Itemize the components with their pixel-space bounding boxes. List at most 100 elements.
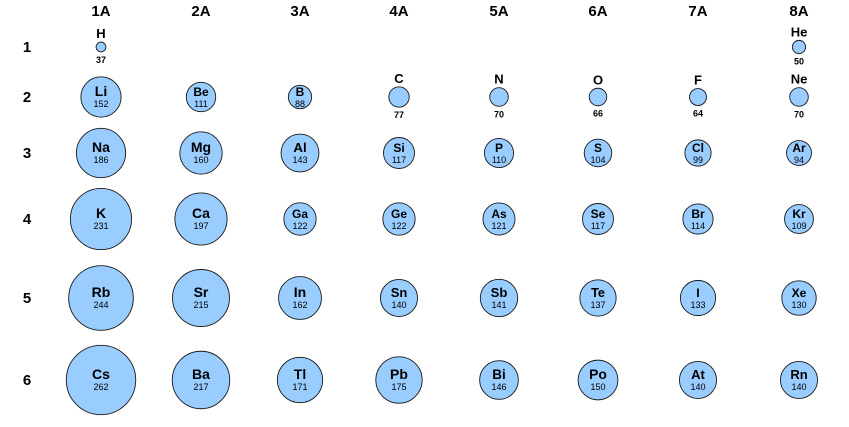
element-pb-symbol: Pb bbox=[390, 366, 408, 382]
element-ga-symbol: Ga bbox=[292, 207, 308, 221]
element-kr-radius: 109 bbox=[791, 221, 806, 231]
element-in-circle bbox=[278, 276, 322, 320]
period-label-1: 1 bbox=[23, 39, 31, 56]
element-i-symbol: I bbox=[696, 286, 699, 300]
element-h: H 37 bbox=[95, 26, 107, 65]
element-se-radius: 117 bbox=[591, 221, 605, 231]
element-rn-circle bbox=[780, 361, 819, 400]
element-si-circle bbox=[383, 137, 415, 169]
element-n-circle bbox=[489, 87, 509, 107]
period-label-2: 2 bbox=[23, 89, 31, 106]
element-rn-radius: 140 bbox=[791, 382, 806, 392]
element-cs-symbol: Cs bbox=[92, 366, 110, 382]
element-sb-radius: 141 bbox=[491, 300, 506, 310]
element-ga-radius: 122 bbox=[292, 221, 307, 231]
element-as-symbol: As bbox=[491, 207, 507, 221]
group-header-2a: 2A bbox=[191, 3, 210, 20]
group-header-3a: 3A bbox=[290, 3, 309, 20]
element-ge-symbol: Ge bbox=[391, 207, 407, 221]
element-rn-symbol: Rn bbox=[790, 367, 807, 382]
element-k-radius: 231 bbox=[93, 221, 108, 231]
element-sr-circle bbox=[172, 269, 230, 327]
group-header-5a: 5A bbox=[489, 3, 508, 20]
element-b-symbol: B bbox=[296, 85, 305, 99]
element-ar-radius: 94 bbox=[794, 155, 804, 165]
element-sn-circle bbox=[380, 279, 419, 318]
element-ca-circle bbox=[174, 192, 228, 246]
element-f: F 64 bbox=[689, 73, 707, 119]
element-mg-symbol: Mg bbox=[191, 139, 211, 155]
element-po-circle bbox=[577, 359, 619, 401]
element-be-circle bbox=[185, 81, 217, 113]
element-n: N 70 bbox=[489, 72, 509, 119]
element-s-radius: 104 bbox=[590, 155, 605, 165]
element-ne: Ne 70 bbox=[789, 72, 809, 119]
element-se-circle bbox=[582, 203, 614, 235]
element-c-symbol: C bbox=[394, 71, 404, 86]
element-te-symbol: Te bbox=[591, 286, 605, 300]
element-at-circle bbox=[679, 361, 718, 400]
element-in-radius: 162 bbox=[292, 300, 307, 310]
element-kr-symbol: Kr bbox=[792, 207, 806, 221]
element-i-radius: 133 bbox=[690, 300, 705, 310]
element-te-circle bbox=[579, 279, 617, 317]
element-tl-circle bbox=[276, 356, 324, 404]
element-he-radius: 50 bbox=[794, 57, 804, 67]
element-ca-symbol: Ca bbox=[192, 205, 210, 221]
element-he: He 50 bbox=[791, 24, 808, 66]
element-li-radius: 152 bbox=[93, 99, 108, 109]
group-headers: 1A 2A 3A 4A 5A 6A 7A 8A bbox=[91, 3, 808, 20]
element-pb-circle bbox=[375, 356, 423, 404]
element-si-radius: 117 bbox=[392, 155, 406, 165]
period-label-4: 4 bbox=[23, 211, 32, 228]
period-labels: 1 2 3 4 5 6 bbox=[23, 39, 32, 389]
element-cs-circle bbox=[65, 344, 137, 416]
element-k-symbol: K bbox=[96, 205, 106, 221]
element-al-symbol: Al bbox=[293, 140, 306, 155]
element-h-circle bbox=[95, 41, 107, 53]
element-xe-circle bbox=[781, 280, 817, 316]
element-b-radius: 88 bbox=[295, 99, 305, 109]
element-ga-circle bbox=[283, 202, 317, 236]
element-br-radius: 114 bbox=[691, 221, 705, 231]
element-ba-symbol: Ba bbox=[192, 366, 210, 382]
element-sn-radius: 140 bbox=[391, 300, 406, 310]
group-header-6a: 6A bbox=[588, 3, 607, 20]
element-p-circle bbox=[483, 137, 515, 169]
element-rb-circle bbox=[68, 265, 134, 331]
element-ca-radius: 197 bbox=[193, 221, 208, 231]
element-as-circle bbox=[482, 202, 516, 236]
element-ar-symbol: Ar bbox=[792, 141, 806, 155]
element-k-circle bbox=[69, 187, 133, 251]
group-header-7a: 7A bbox=[688, 3, 707, 20]
element-c: C 77 bbox=[388, 71, 410, 120]
element-tl-symbol: Tl bbox=[294, 366, 306, 382]
period-label-5: 5 bbox=[23, 290, 31, 307]
element-p-symbol: P bbox=[495, 141, 503, 155]
